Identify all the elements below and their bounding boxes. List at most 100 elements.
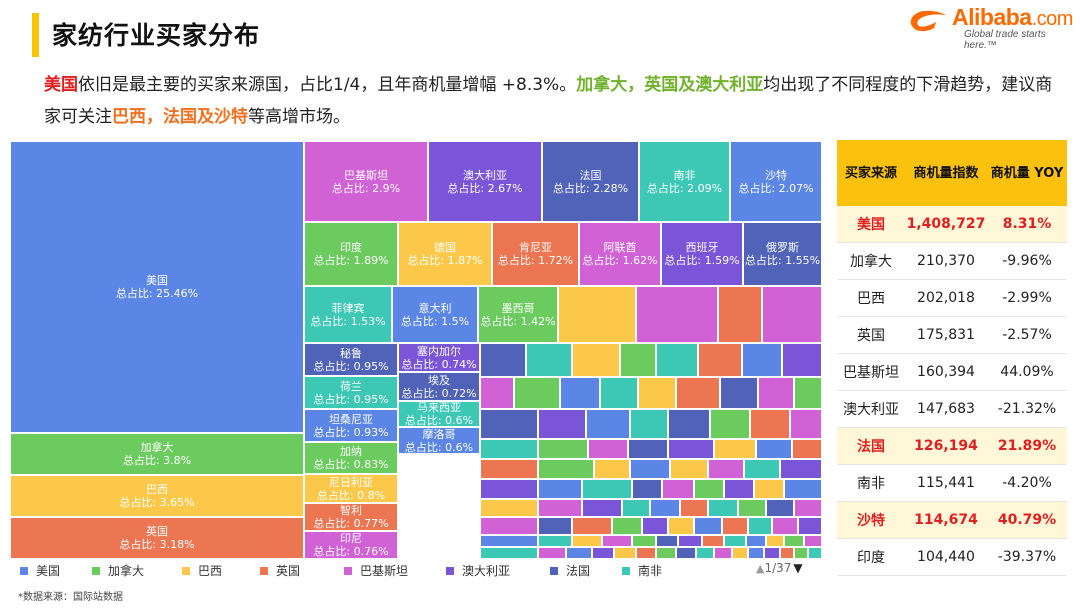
pager-up-icon[interactable]: ▲ (756, 562, 765, 575)
treemap-small-cell[interactable] (566, 547, 592, 559)
treemap-cell[interactable]: 荷兰 总占比: 0.95% (304, 376, 398, 409)
treemap-small-cell[interactable] (628, 439, 668, 459)
treemap-small-cell[interactable] (480, 343, 526, 377)
treemap-small-cell[interactable] (538, 409, 586, 439)
treemap-small-cell[interactable] (600, 377, 638, 409)
treemap-cell[interactable]: 坦桑尼亚 总占比: 0.93% (304, 409, 398, 442)
treemap-small-cell[interactable] (592, 547, 614, 559)
treemap-small-cell[interactable] (742, 343, 782, 377)
treemap-cell[interactable]: 巴西 总占比: 3.65% (10, 475, 304, 517)
treemap-small-cell[interactable] (650, 499, 680, 517)
treemap-small-cell[interactable] (676, 377, 720, 409)
treemap-small-cell[interactable] (714, 547, 732, 559)
treemap-small-cell[interactable] (572, 535, 602, 547)
treemap-small-cell[interactable] (708, 459, 744, 479)
treemap-small-cell[interactable] (538, 517, 572, 535)
treemap-small-cell[interactable] (722, 517, 748, 535)
treemap-small-cell[interactable] (572, 517, 612, 535)
treemap-small-cell[interactable] (798, 517, 822, 535)
treemap-small-cell[interactable] (698, 343, 742, 377)
treemap-small-cell[interactable] (808, 547, 822, 559)
treemap-small-cell[interactable] (746, 535, 766, 547)
treemap-small-cell[interactable] (680, 499, 708, 517)
treemap-small-cell[interactable] (756, 439, 792, 459)
treemap-small-cell[interactable] (560, 377, 600, 409)
treemap-cell[interactable]: 沙特 总占比: 2.07% (730, 141, 822, 222)
treemap-cell[interactable]: 尼日利亚 总占比: 0.8% (304, 474, 398, 503)
treemap-small-cell[interactable] (780, 459, 822, 479)
treemap-small-cell[interactable] (696, 547, 714, 559)
treemap-small-cell[interactable] (602, 535, 632, 547)
treemap-small-cell[interactable] (678, 535, 702, 547)
treemap-small-cell[interactable] (586, 409, 630, 439)
treemap-cell[interactable]: 加纳 总占比: 0.83% (304, 442, 398, 474)
treemap-small-cell[interactable] (764, 547, 780, 559)
legend-item[interactable]: 美国 (20, 562, 60, 579)
treemap-small-cell[interactable] (772, 517, 798, 535)
treemap-small-cell[interactable] (750, 409, 790, 439)
legend-item[interactable]: 加拿大 (92, 562, 144, 579)
treemap-small-cell[interactable] (480, 517, 538, 535)
legend-item[interactable]: 法国 (550, 562, 590, 579)
treemap-small-cell[interactable] (794, 377, 822, 409)
treemap-small-cell[interactable] (538, 439, 588, 459)
treemap-small-cell[interactable] (656, 547, 676, 559)
treemap-small-cell[interactable] (588, 439, 628, 459)
treemap-small-cell[interactable] (718, 286, 762, 343)
treemap-cell[interactable]: 印度 总占比: 1.89% (304, 222, 398, 286)
treemap-cell[interactable]: 印尼 总占比: 0.76% (304, 531, 398, 559)
treemap-small-cell[interactable] (670, 459, 708, 479)
treemap-small-cell[interactable] (782, 343, 822, 377)
treemap-small-cell[interactable] (780, 547, 794, 559)
treemap-small-cell[interactable] (694, 479, 724, 499)
treemap-small-cell[interactable] (784, 479, 822, 499)
legend-item[interactable]: 巴西 (182, 562, 222, 579)
treemap-small-cell[interactable] (480, 377, 514, 409)
treemap-small-cell[interactable] (762, 286, 822, 343)
treemap-small-cell[interactable] (582, 499, 622, 517)
treemap-small-cell[interactable] (614, 547, 636, 559)
treemap-small-cell[interactable] (766, 535, 784, 547)
treemap-small-cell[interactable] (612, 517, 642, 535)
treemap-small-cell[interactable] (724, 479, 754, 499)
treemap-small-cell[interactable] (480, 499, 538, 517)
treemap-small-cell[interactable] (514, 377, 560, 409)
treemap-small-cell[interactable] (662, 479, 694, 499)
treemap-small-cell[interactable] (748, 547, 764, 559)
treemap-cell[interactable]: 摩洛哥 总占比: 0.6% (398, 427, 480, 454)
treemap-small-cell[interactable] (714, 439, 756, 459)
treemap-small-cell[interactable] (748, 517, 772, 535)
treemap-small-cell[interactable] (480, 479, 538, 499)
treemap-small-cell[interactable] (620, 343, 656, 377)
treemap-cell[interactable]: 秘鲁 总占比: 0.95% (304, 343, 398, 376)
treemap-small-cell[interactable] (694, 517, 722, 535)
treemap-cell[interactable]: 墨西哥 总占比: 1.42% (478, 286, 558, 343)
treemap-small-cell[interactable] (538, 547, 566, 559)
treemap-small-cell[interactable] (656, 343, 698, 377)
treemap-cell[interactable]: 德国 总占比: 1.87% (398, 222, 492, 286)
treemap-cell[interactable]: 加拿大 总占比: 3.8% (10, 433, 304, 475)
treemap-small-cell[interactable] (572, 343, 620, 377)
treemap-small-cell[interactable] (632, 535, 656, 547)
treemap-cell[interactable]: 西班牙 总占比: 1.59% (661, 222, 743, 286)
treemap-cell[interactable]: 俄罗斯 总占比: 1.55% (743, 222, 822, 286)
treemap-small-cell[interactable] (792, 439, 822, 459)
legend-pager[interactable]: ▲1/37 ▼ (756, 561, 803, 575)
treemap-small-cell[interactable] (480, 547, 538, 559)
treemap-cell[interactable]: 意大利 总占比: 1.5% (392, 286, 478, 343)
legend-item[interactable]: 巴基斯坦 (344, 562, 408, 579)
treemap-cell[interactable]: 法国 总占比: 2.28% (542, 141, 639, 222)
treemap-cell[interactable]: 埃及 总占比: 0.72% (398, 372, 480, 401)
treemap-small-cell[interactable] (794, 499, 822, 517)
treemap-small-cell[interactable] (710, 409, 750, 439)
treemap-small-cell[interactable] (702, 535, 724, 547)
treemap-small-cell[interactable] (538, 499, 582, 517)
treemap-small-cell[interactable] (632, 479, 662, 499)
legend-item[interactable]: 澳大利亚 (446, 562, 510, 579)
treemap-cell[interactable]: 塞内加尔 总占比: 0.74% (398, 343, 480, 372)
treemap-small-cell[interactable] (656, 535, 678, 547)
treemap-cell[interactable]: 巴基斯坦 总占比: 2.9% (304, 141, 428, 222)
treemap-cell[interactable]: 肯尼亚 总占比: 1.72% (492, 222, 579, 286)
treemap-cell[interactable]: 阿联酋 总占比: 1.62% (579, 222, 661, 286)
treemap-small-cell[interactable] (766, 499, 794, 517)
